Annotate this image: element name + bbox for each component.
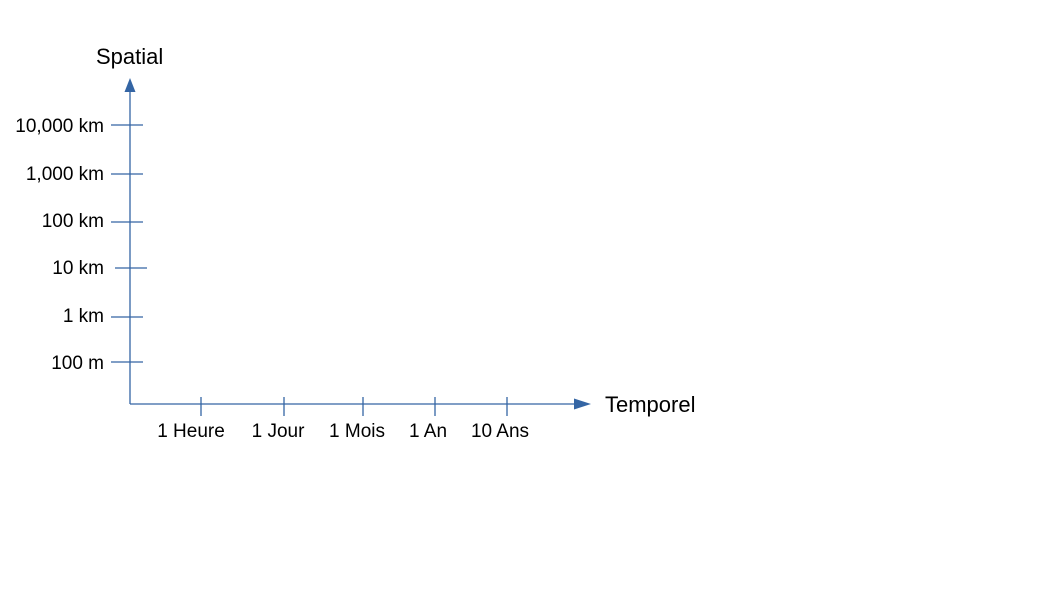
x-tick-label: 10 Ans <box>471 421 529 442</box>
y-axis-title: Spatial <box>96 44 163 69</box>
y-tick-label: 10,000 km <box>15 116 104 137</box>
x-tick-label: 1 An <box>409 421 447 442</box>
x-tick-label: 1 Heure <box>157 421 225 442</box>
y-tick-label: 1 km <box>63 306 104 327</box>
y-tick-label: 10 km <box>52 258 104 279</box>
x-tick-label: 1 Jour <box>252 421 305 442</box>
x-axis-title: Temporel <box>605 392 695 417</box>
x-tick-label: 1 Mois <box>329 421 385 442</box>
y-tick-label: 100 m <box>51 353 104 374</box>
y-tick-label: 1,000 km <box>26 164 104 185</box>
y-tick-label: 100 km <box>42 211 104 232</box>
y-axis-arrow-icon <box>124 78 136 92</box>
x-axis-arrow-icon <box>574 398 591 410</box>
